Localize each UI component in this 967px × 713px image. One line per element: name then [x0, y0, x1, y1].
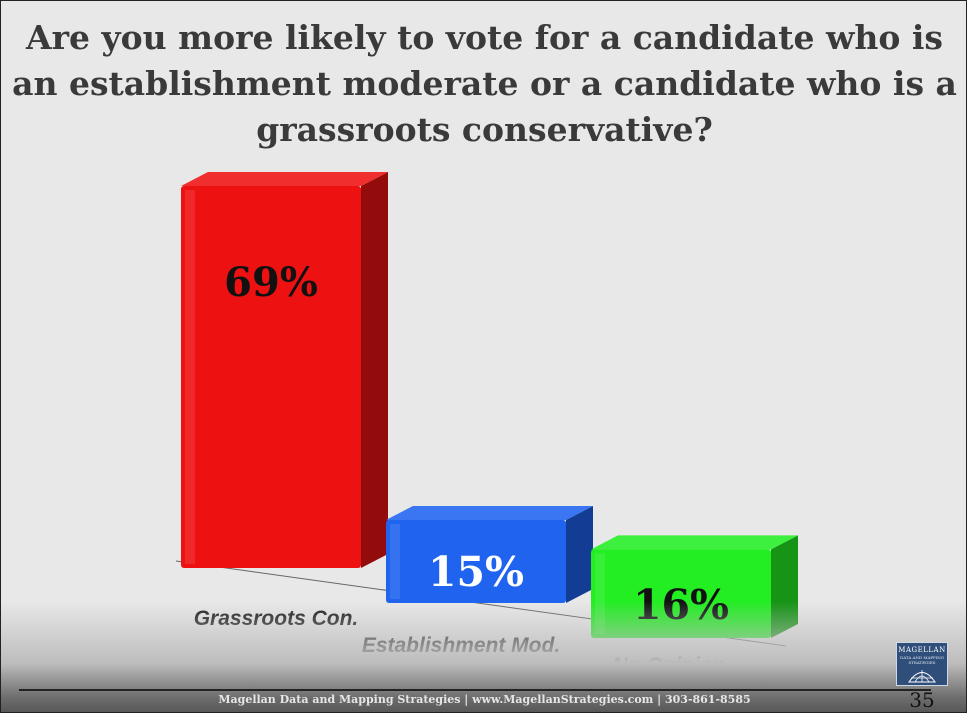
- bar-top-face: [591, 535, 798, 550]
- chart-title: Are you more likely to vote for a candid…: [12, 18, 957, 149]
- bar-front-face: [181, 186, 361, 568]
- bar-highlight: [390, 523, 400, 599]
- bar-1: [181, 172, 388, 568]
- footer-divider: [19, 689, 931, 691]
- bar-side-face: [566, 505, 593, 603]
- bar-side-face: [361, 172, 388, 568]
- bar-top-face: [386, 505, 593, 520]
- bar-value-label: 15%: [428, 548, 524, 596]
- footer-band: [1, 601, 966, 712]
- bar-front-face: [386, 519, 566, 603]
- magellan-logo: MAGELLAN DATA AND MAPPING STRATEGIES: [896, 642, 948, 686]
- page-number: 35: [909, 688, 935, 712]
- bar-value-label: 69%: [224, 259, 318, 306]
- logo-name: MAGELLAN: [898, 646, 946, 654]
- globe-icon: [908, 670, 936, 683]
- logo-subtitle: DATA AND MAPPING STRATEGIES: [900, 655, 944, 665]
- footer-text: Magellan Data and Mapping Strategies | w…: [218, 693, 751, 706]
- bar-highlight: [185, 190, 195, 564]
- bar-2: [386, 505, 593, 603]
- bar-highlight: [595, 553, 605, 634]
- bar-top-face: [181, 172, 388, 186]
